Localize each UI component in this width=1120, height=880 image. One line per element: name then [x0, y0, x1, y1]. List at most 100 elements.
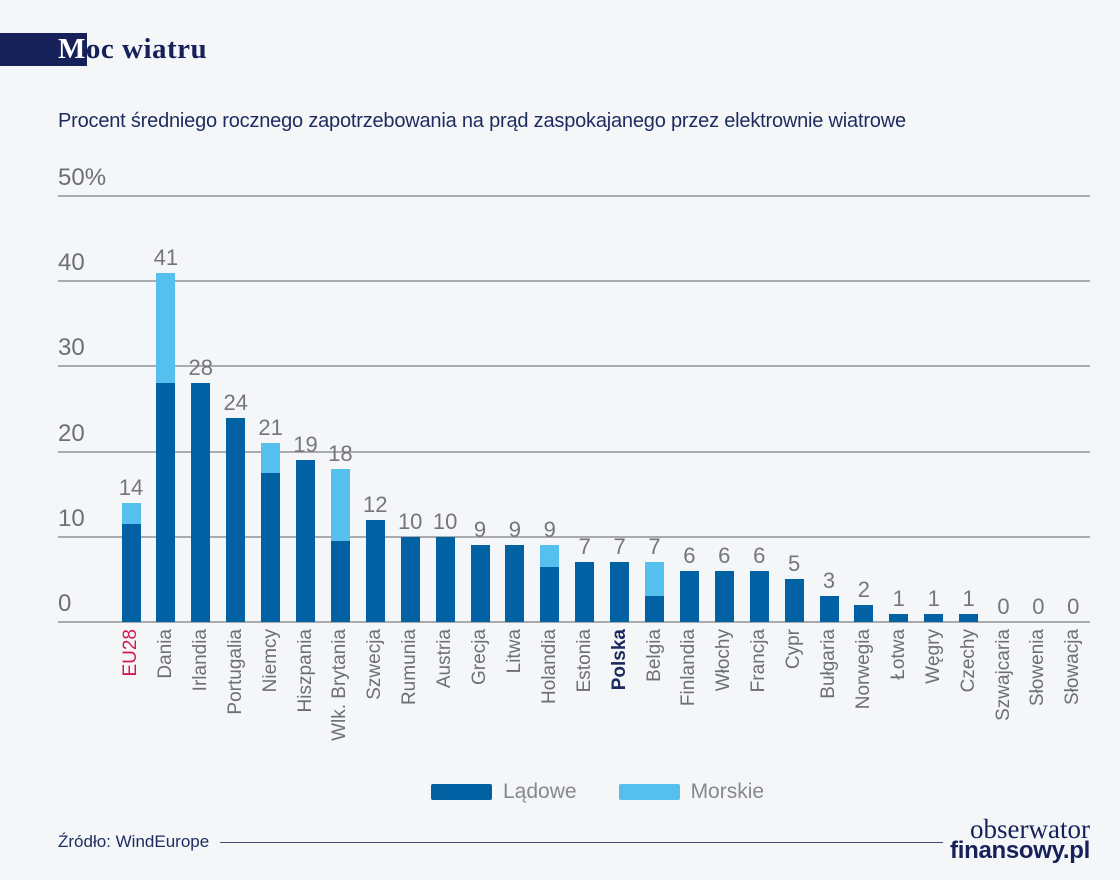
y-tick-label-30: 30	[58, 334, 85, 361]
bar-rumunia-l-dowe	[400, 536, 420, 622]
x-label-w-gry: Węgry	[922, 629, 944, 684]
title-accent-rect	[0, 33, 87, 66]
page-title: Moc wiatru	[58, 31, 207, 67]
gridline-50	[58, 195, 1090, 197]
bar-szwecja-l-dowe	[365, 519, 385, 622]
x-label-estonia: Estonia	[573, 629, 595, 693]
chart-subtitle: Procent średniego rocznego zapotrzebowan…	[58, 110, 906, 132]
x-label-austria: Austria	[434, 629, 456, 689]
x-label-francja: Francja	[748, 629, 770, 693]
bar-value-otwa: 1	[892, 585, 905, 611]
bar-value-polska: 7	[613, 534, 626, 560]
bar-value-szwecja: 12	[363, 491, 388, 517]
bar-francja-l-dowe	[749, 570, 769, 622]
x-label-niemcy: Niemcy	[259, 629, 281, 693]
chart-legend: Lądowe Morskie	[431, 780, 764, 804]
footer-divider	[220, 842, 943, 843]
x-label-dania: Dania	[154, 629, 176, 679]
x-label-w-ochy: Włochy	[713, 629, 735, 692]
bar-value-w-ochy: 6	[718, 542, 731, 568]
bar-value-belgia: 7	[648, 534, 661, 560]
bar-grecja-l-dowe	[470, 545, 490, 622]
x-label-litwa: Litwa	[503, 629, 525, 674]
bar-polska-l-dowe	[610, 562, 630, 622]
x-label-otwa: Łotwa	[887, 629, 909, 680]
bar-value-bu-garia: 3	[822, 568, 836, 594]
x-label-cypr: Cypr	[783, 629, 805, 670]
bar-w-gry-l-dowe	[924, 613, 944, 622]
bar-austria-l-dowe	[435, 536, 455, 622]
x-label-eu28: EU28	[120, 629, 141, 677]
bar-otwa-l-dowe	[889, 613, 909, 622]
bar-belgia-morskie	[645, 562, 664, 597]
legend-item-morskie: Morskie	[618, 780, 765, 804]
x-label-finlandia: Finlandia	[678, 629, 700, 707]
bar-wlk-brytania-l-dowe	[330, 541, 350, 622]
bar-belgia-l-dowe	[645, 596, 664, 622]
bar-niemcy-morskie	[261, 443, 281, 473]
x-label-bu-garia: Bułgaria	[818, 629, 839, 699]
x-label-portugalia: Portugalia	[224, 629, 246, 715]
bar-eu28-l-dowe	[121, 524, 141, 622]
legend-item-l-dowe: Lądowe	[431, 780, 577, 804]
x-label-czechy: Czechy	[957, 629, 979, 693]
bar-value-niemcy: 21	[258, 415, 283, 441]
bar-holandia-morskie	[540, 545, 560, 567]
y-tick-label-20: 20	[58, 420, 85, 447]
gridline-30	[58, 365, 1090, 367]
bar-value-s-owenia: 0	[1032, 594, 1045, 619]
bar-wlk-brytania-morskie	[330, 468, 350, 542]
bar-value-wlk-brytania: 18	[328, 440, 353, 466]
bar-niemcy-l-dowe	[261, 472, 281, 622]
bar-value-finlandia: 6	[683, 542, 696, 568]
x-label-polska: Polska	[608, 629, 630, 691]
bar-value-portugalia: 24	[223, 389, 248, 415]
bar-eu28-morskie	[121, 502, 141, 524]
publisher-logo-line2: finansowy.pl	[950, 837, 1090, 864]
gridline-10	[58, 536, 1090, 538]
bar-holandia-l-dowe	[540, 566, 560, 622]
bar-value-s-owacja: 0	[1067, 594, 1080, 619]
title-rest: oc wiatru	[85, 33, 208, 65]
x-label-wlk-brytania: Wlk. Brytania	[329, 629, 351, 741]
bar-czechy-l-dowe	[959, 613, 979, 622]
legend-label-morskie: Morskie	[690, 780, 765, 803]
legend-swatch-l-dowe	[431, 784, 492, 800]
bar-value-hiszpania: 19	[293, 432, 318, 458]
gridline-20	[58, 451, 1090, 453]
bar-value-eu28: 14	[118, 474, 144, 500]
bar-norwegia-l-dowe	[854, 605, 874, 622]
bar-value-holandia: 9	[543, 517, 556, 543]
x-label-hiszpania: Hiszpania	[294, 629, 316, 713]
bar-value-grecja: 9	[473, 517, 487, 543]
bar-value-czechy: 1	[962, 585, 975, 611]
x-label-rumunia: Rumunia	[399, 629, 421, 706]
x-label-holandia: Holandia	[538, 629, 560, 704]
legend-label-l-dowe: Lądowe	[503, 780, 577, 803]
y-tick-label-10: 10	[58, 505, 85, 532]
title-first-letter: M	[58, 33, 86, 65]
x-label-norwegia: Norwegia	[852, 629, 874, 710]
bar-cypr-l-dowe	[784, 579, 804, 622]
bar-value-norwegia: 2	[857, 577, 871, 602]
bar-value-szwajcaria: 0	[997, 594, 1010, 619]
y-tick-label-50: 50%	[58, 164, 107, 191]
x-label-s-owenia: Słowenia	[1027, 629, 1049, 707]
bar-value-cypr: 5	[787, 551, 801, 577]
x-label-szwajcaria: Szwajcaria	[992, 629, 1014, 721]
bar-value-estonia: 7	[578, 534, 591, 560]
bar-dania-morskie	[156, 272, 176, 384]
legend-swatch-morskie	[618, 784, 680, 800]
bar-value-austria: 10	[432, 508, 458, 534]
bar-litwa-l-dowe	[505, 545, 525, 622]
gridline-40	[58, 280, 1090, 282]
bar-value-w-gry: 1	[927, 585, 940, 611]
bar-estonia-l-dowe	[575, 562, 595, 622]
gridline-0	[58, 621, 1090, 623]
x-label-s-owacja: Słowacja	[1062, 629, 1084, 706]
bar-value-francja: 6	[753, 542, 766, 568]
bar-finlandia-l-dowe	[679, 570, 699, 622]
bar-value-litwa: 9	[508, 517, 522, 543]
bar-value-rumunia: 10	[397, 508, 423, 534]
